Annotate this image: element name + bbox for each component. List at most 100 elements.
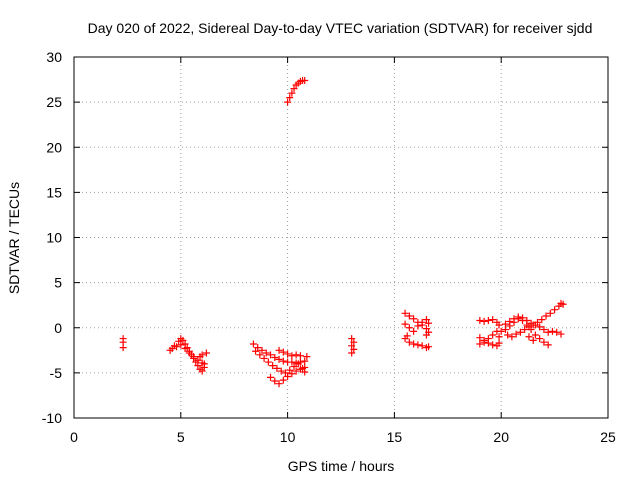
data-point	[181, 345, 189, 353]
data-point	[281, 369, 289, 377]
data-point	[179, 336, 187, 344]
data-point	[536, 335, 544, 343]
data-point	[476, 340, 484, 348]
y-tick-label: 20	[46, 139, 62, 155]
data-point	[290, 363, 298, 371]
data-point	[529, 321, 537, 329]
data-point	[279, 348, 287, 356]
data-point	[519, 317, 527, 325]
data-point	[414, 341, 422, 349]
y-tick-label: 5	[54, 275, 62, 291]
data-point	[284, 372, 292, 380]
data-point	[286, 94, 294, 102]
data-point	[476, 317, 484, 325]
y-tick-label: 0	[54, 320, 62, 336]
x-tick-label: 20	[493, 429, 509, 445]
data-point	[425, 343, 433, 351]
data-point	[544, 341, 552, 349]
data-point	[292, 367, 300, 375]
data-point	[296, 365, 304, 373]
data-point	[348, 342, 356, 350]
data-point	[508, 333, 516, 341]
data-point	[190, 353, 198, 361]
data-point	[267, 351, 275, 359]
data-point	[119, 344, 127, 352]
data-point	[258, 346, 266, 354]
y-tick-label: 15	[46, 184, 62, 200]
data-point	[173, 343, 181, 351]
axis-ticks	[73, 56, 609, 419]
data-point	[495, 321, 503, 329]
x-tick-label: 5	[177, 429, 185, 445]
x-tick-label: 15	[387, 429, 403, 445]
data-point	[521, 326, 529, 334]
data-point	[538, 316, 546, 324]
data-point	[410, 315, 418, 323]
data-point	[546, 309, 554, 317]
data-point	[288, 370, 296, 378]
x-tick-label: 10	[280, 429, 296, 445]
data-point	[348, 349, 356, 357]
data-point	[422, 325, 430, 333]
data-points	[119, 76, 567, 388]
data-point	[279, 357, 287, 365]
data-point	[350, 345, 358, 353]
data-point	[401, 320, 409, 328]
data-point	[202, 349, 210, 357]
data-point	[422, 331, 430, 339]
data-point	[489, 316, 497, 324]
data-point	[284, 350, 292, 358]
data-point	[301, 76, 309, 84]
y-tick-labels: -10 -5 0 5 10 15 20 25 30	[42, 49, 62, 426]
data-point	[497, 327, 505, 335]
data-point	[198, 359, 206, 367]
data-point	[292, 351, 300, 359]
data-point	[414, 322, 422, 330]
data-point	[275, 380, 283, 388]
data-point	[425, 319, 433, 327]
data-point	[405, 338, 413, 346]
data-point	[405, 324, 413, 332]
x-axis-label: GPS time / hours	[288, 458, 395, 474]
data-point	[542, 312, 550, 320]
data-point	[275, 355, 283, 363]
y-tick-label: 30	[46, 49, 62, 65]
data-point	[553, 328, 561, 336]
data-point	[540, 338, 548, 346]
x-tick-label: 25	[600, 429, 616, 445]
data-point	[531, 331, 539, 339]
data-point	[279, 376, 287, 384]
data-point	[484, 335, 492, 343]
data-point	[271, 377, 279, 385]
data-point	[418, 318, 426, 326]
data-point	[544, 328, 552, 336]
data-point	[264, 358, 272, 366]
data-point	[540, 326, 548, 334]
x-tick-label: 0	[70, 429, 78, 445]
data-point	[557, 299, 565, 307]
data-point	[168, 345, 176, 353]
data-point	[301, 357, 309, 365]
data-point	[198, 351, 206, 359]
data-point	[194, 356, 202, 364]
data-point	[277, 367, 285, 375]
data-point	[551, 306, 559, 314]
data-point	[296, 352, 304, 360]
data-point	[288, 89, 296, 97]
data-point	[260, 354, 268, 362]
data-point	[348, 335, 356, 343]
y-axis-label: SDTVAR / TECUs	[6, 182, 22, 294]
data-point	[401, 309, 409, 317]
data-point	[516, 328, 524, 336]
data-point	[557, 330, 565, 338]
data-point	[254, 344, 262, 352]
data-point	[288, 358, 296, 366]
data-point	[273, 364, 281, 372]
data-point	[476, 334, 484, 342]
data-point	[506, 317, 514, 325]
data-point	[284, 98, 292, 106]
data-point	[514, 313, 522, 321]
data-point	[529, 336, 537, 344]
data-point	[480, 317, 488, 325]
